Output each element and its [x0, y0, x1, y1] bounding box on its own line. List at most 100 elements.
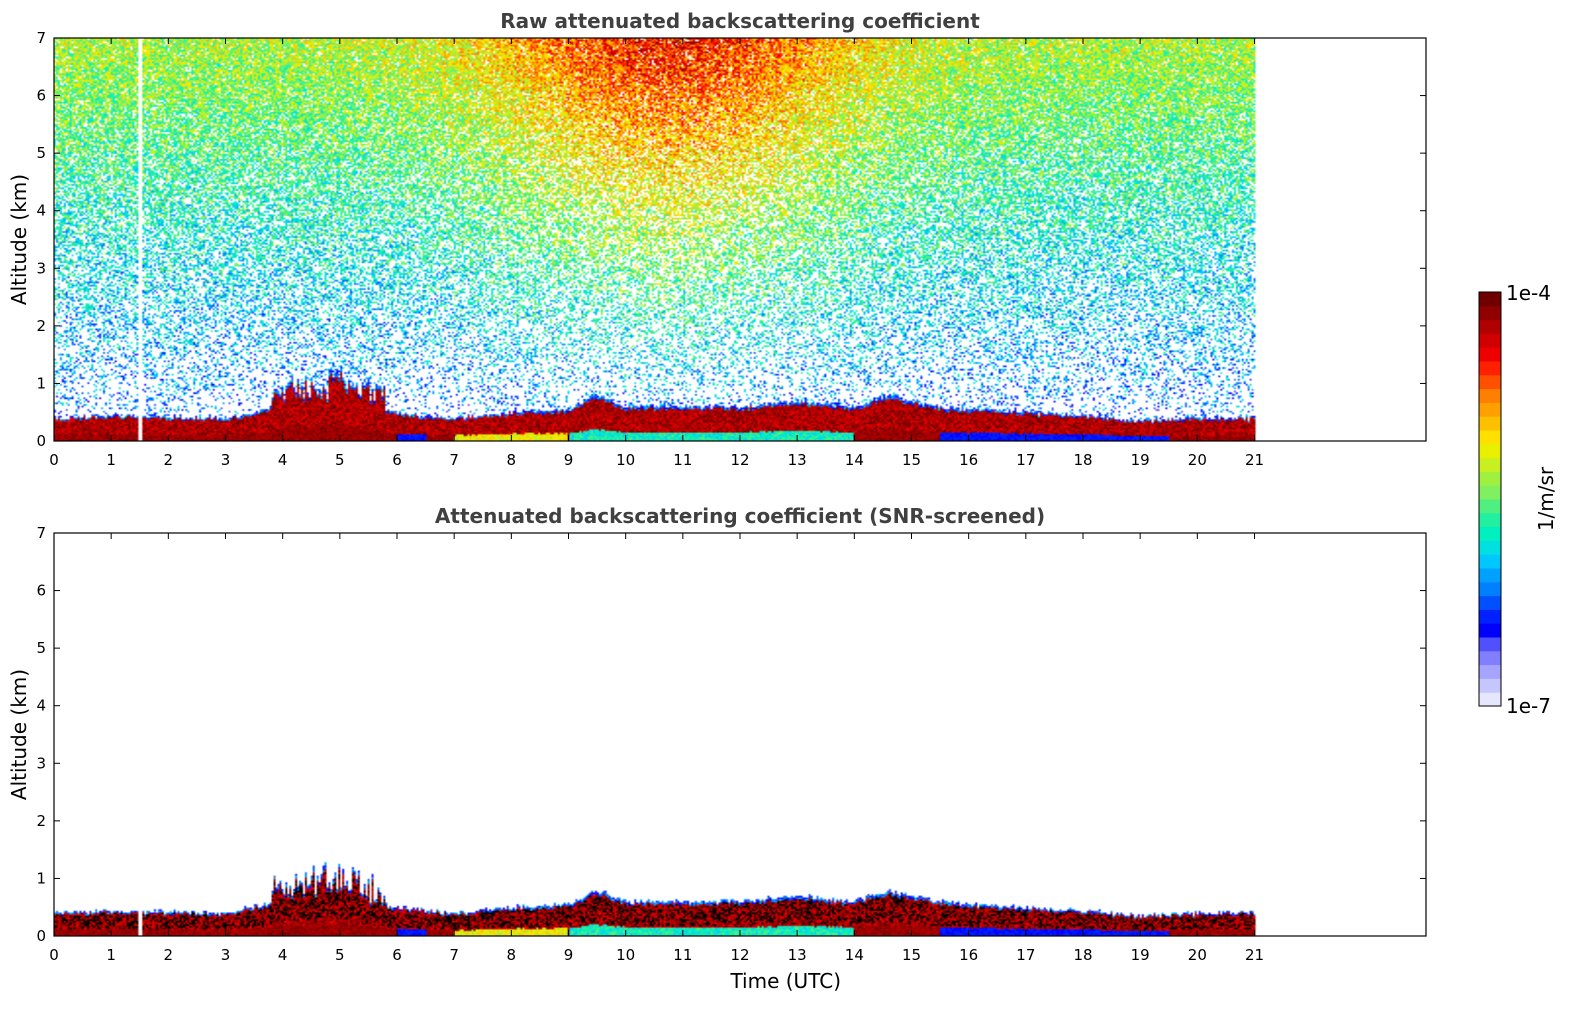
x-tick-label: 2: [164, 451, 174, 469]
x-tick-label: 10: [616, 451, 635, 469]
y-tick-label: 6: [36, 582, 46, 600]
y-tick-label: 0: [36, 432, 46, 450]
x-tick-label: 11: [673, 451, 692, 469]
x-tick-label: 16: [959, 451, 978, 469]
x-tick-label: 8: [507, 451, 517, 469]
y-tick-label: 4: [36, 202, 46, 220]
colorbar-step: [1479, 430, 1501, 445]
colorbar-step: [1479, 485, 1501, 500]
raw-backscatter-heatmap: [54, 38, 1426, 441]
x-tick-label: 9: [564, 451, 574, 469]
colorbar-step: [1479, 457, 1501, 472]
colorbar-step: [1479, 540, 1501, 555]
colorbar-step: [1479, 595, 1501, 610]
y-tick-label: 7: [36, 524, 46, 542]
x-tick-label: 17: [1016, 451, 1035, 469]
colorbar-gradient: [1479, 292, 1501, 707]
colorbar-step: [1479, 526, 1501, 541]
colorbar-unit-label: 1/m/sr: [1534, 466, 1558, 531]
colorbar-max-label: 1e-4: [1506, 281, 1551, 305]
x-tick-label: 10: [616, 946, 635, 964]
y-tick-label: 5: [36, 144, 46, 162]
plot-frame: [53, 532, 1427, 937]
x-tick-label: 8: [507, 946, 517, 964]
x-tick-label: 14: [845, 451, 864, 469]
x-tick-label: 1: [106, 451, 116, 469]
y-tick-label: 1: [36, 374, 46, 392]
y-tick-label: 0: [36, 927, 46, 945]
colorbar-min-label: 1e-7: [1506, 694, 1551, 718]
screened-backscatter-heatmap: [54, 533, 1426, 936]
colorbar-step: [1479, 361, 1501, 376]
y-tick-label: 1: [36, 869, 46, 887]
x-tick-label: 11: [673, 946, 692, 964]
colorbar-step: [1479, 581, 1501, 597]
x-tick-label: 19: [1131, 451, 1150, 469]
x-axis-label: Time (UTC): [729, 969, 841, 993]
colorbar-step: [1479, 499, 1501, 514]
colorbar-step: [1479, 471, 1501, 486]
x-tick-label: 7: [449, 451, 459, 469]
colorbar-step: [1479, 623, 1501, 638]
colorbar: 1e-4 1e-7 1/m/sr: [1478, 281, 1558, 718]
x-tick-label: 4: [278, 451, 288, 469]
x-tick-label: 12: [730, 946, 749, 964]
x-tick-label: 18: [1073, 451, 1092, 469]
colorbar-step: [1479, 402, 1501, 417]
y-tick-label: 6: [36, 87, 46, 105]
x-tick-label: 15: [902, 451, 921, 469]
x-tick-label: 3: [221, 946, 231, 964]
x-tick-label: 12: [730, 451, 749, 469]
x-tick-label: 3: [221, 451, 231, 469]
colorbar-step: [1479, 678, 1501, 693]
colorbar-step: [1479, 374, 1501, 390]
x-tick-label: 1: [106, 946, 116, 964]
x-tick-label: 20: [1188, 946, 1207, 964]
y-tick-label: 5: [36, 639, 46, 657]
screened-backscatter-panel: Attenuated backscattering coefficient (S…: [7, 504, 1427, 993]
x-tick-label: 13: [788, 946, 807, 964]
x-tick-label: 4: [278, 946, 288, 964]
x-tick-label: 2: [164, 946, 174, 964]
x-tick-label: 14: [845, 946, 864, 964]
colorbar-step: [1479, 333, 1501, 348]
x-tick-label: 17: [1016, 946, 1035, 964]
x-tick-label: 9: [564, 946, 574, 964]
x-tick-label: 5: [335, 451, 345, 469]
y-axis-label: Altitude (km): [7, 174, 31, 305]
x-tick-label: 21: [1245, 451, 1264, 469]
panel-title: Attenuated backscattering coefficient (S…: [435, 504, 1045, 528]
x-tick-label: 7: [449, 946, 459, 964]
colorbar-step: [1479, 443, 1501, 459]
y-tick-label: 3: [36, 754, 46, 772]
axis-ticks: 0 1 2 3 4 5 6 7 8 9 10 11 12 13 14 15 16 17 18 19 20 21012345…: [36, 524, 1426, 964]
x-tick-label: 18: [1073, 946, 1092, 964]
axis-ticks: 0 1 2 3 4 5 6 7 8 9 10 11 12 13 14 15 16 17 18 19 20 21012345…: [36, 29, 1426, 469]
y-axis-label: Altitude (km): [7, 669, 31, 800]
y-tick-label: 7: [36, 29, 46, 47]
y-tick-label: 2: [36, 317, 46, 335]
panel-title: Raw attenuated backscattering coefficien…: [500, 9, 980, 33]
y-tick-label: 3: [36, 259, 46, 277]
colorbar-step: [1479, 568, 1501, 583]
x-tick-label: 19: [1131, 946, 1150, 964]
colorbar-step: [1479, 388, 1501, 403]
colorbar-step: [1479, 416, 1501, 431]
x-tick-label: 16: [959, 946, 978, 964]
x-tick-label: 5: [335, 946, 345, 964]
colorbar-frame: [1478, 291, 1502, 707]
x-tick-label: 20: [1188, 451, 1207, 469]
x-tick-label: 13: [788, 451, 807, 469]
x-tick-label: 6: [392, 451, 402, 469]
raw-backscatter-panel: Raw attenuated backscattering coefficien…: [7, 9, 1427, 469]
colorbar-step: [1479, 347, 1501, 362]
x-tick-label: 0: [49, 451, 59, 469]
y-tick-label: 4: [36, 697, 46, 715]
colorbar-step: [1479, 512, 1501, 528]
colorbar-step: [1479, 292, 1501, 307]
y-tick-label: 2: [36, 812, 46, 830]
colorbar-step: [1479, 305, 1501, 321]
x-tick-label: 0: [49, 946, 59, 964]
x-tick-label: 15: [902, 946, 921, 964]
